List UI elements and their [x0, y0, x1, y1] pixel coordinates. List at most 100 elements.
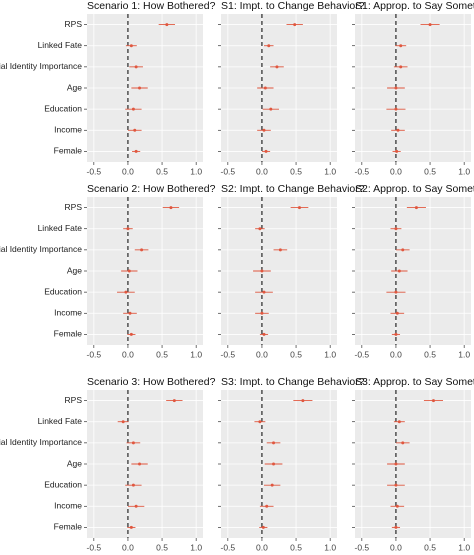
- x-tick-label: 1.0: [190, 166, 202, 176]
- point: [134, 65, 138, 69]
- point: [134, 149, 138, 153]
- category-label: Age: [67, 82, 82, 92]
- point: [301, 399, 305, 403]
- point: [394, 227, 398, 231]
- x-tick-label: 0.0: [256, 166, 268, 176]
- point: [414, 206, 418, 210]
- point: [131, 441, 135, 445]
- point: [394, 525, 398, 529]
- point: [124, 290, 128, 294]
- x-tick-label: -0.5: [354, 166, 369, 176]
- category-label: Age: [67, 265, 82, 275]
- point: [428, 23, 432, 27]
- category-label: RPS: [65, 395, 83, 405]
- point: [275, 65, 279, 69]
- point: [399, 65, 403, 69]
- category-label: Linked Fate: [38, 223, 83, 233]
- point: [269, 107, 273, 111]
- point: [396, 128, 400, 132]
- panel-title: Scenario 2: How Bothered?: [87, 183, 216, 195]
- point: [394, 462, 398, 466]
- panel-title: S1: Approp. to Say Something?: [355, 0, 474, 12]
- point: [128, 311, 132, 315]
- x-tick-label: -0.5: [86, 542, 101, 552]
- x-tick-label: 0.0: [390, 542, 402, 552]
- x-tick-label: -0.5: [220, 542, 235, 552]
- point: [126, 227, 130, 231]
- point: [394, 86, 398, 90]
- x-tick-label: 0.5: [156, 542, 168, 552]
- category-label: Racial Identity Importance: [0, 437, 82, 447]
- point: [395, 149, 399, 153]
- category-label: Female: [54, 329, 83, 339]
- x-tick-label: -0.5: [354, 542, 369, 552]
- point: [138, 462, 142, 466]
- category-label: Income: [54, 308, 82, 318]
- point: [258, 420, 262, 424]
- point: [265, 504, 269, 508]
- point: [267, 44, 271, 48]
- point: [278, 248, 282, 252]
- point: [397, 420, 401, 424]
- x-tick-label: 1.0: [324, 349, 336, 359]
- point: [260, 311, 264, 315]
- point: [138, 86, 142, 90]
- category-label: Female: [54, 522, 83, 532]
- panel-title: S3: Impt. to Change Behavior?: [221, 376, 365, 388]
- point: [131, 483, 135, 487]
- x-tick-label: -0.5: [86, 349, 101, 359]
- x-tick-label: -0.5: [354, 349, 369, 359]
- x-tick-label: 0.5: [424, 349, 436, 359]
- category-label: RPS: [65, 19, 83, 29]
- category-label: Education: [44, 479, 82, 489]
- x-tick-label: 0.0: [122, 166, 134, 176]
- point: [262, 128, 266, 132]
- x-tick-label: 0.5: [156, 166, 168, 176]
- category-label: RPS: [65, 202, 83, 212]
- point: [129, 332, 133, 336]
- panel-title: S3: Approp. to Say Something?: [355, 376, 474, 388]
- point: [140, 248, 144, 252]
- x-tick-label: 0.0: [390, 349, 402, 359]
- x-tick-label: 1.0: [458, 166, 470, 176]
- point: [394, 107, 398, 111]
- point: [272, 441, 276, 445]
- x-tick-label: 1.0: [458, 542, 470, 552]
- x-tick-label: 0.5: [156, 349, 168, 359]
- point: [264, 149, 268, 153]
- panel-title: S2: Impt. to Change Behavior?: [221, 183, 365, 195]
- point: [169, 206, 173, 210]
- x-tick-label: -0.5: [86, 166, 101, 176]
- x-tick-label: -0.5: [220, 166, 235, 176]
- point: [293, 23, 297, 27]
- x-tick-label: 1.0: [458, 349, 470, 359]
- category-label: Age: [67, 458, 82, 468]
- x-tick-label: 1.0: [190, 349, 202, 359]
- x-tick-label: 0.5: [290, 542, 302, 552]
- point: [261, 525, 265, 529]
- x-tick-label: 0.0: [122, 542, 134, 552]
- x-tick-label: 0.0: [256, 542, 268, 552]
- x-tick-label: 1.0: [324, 166, 336, 176]
- panel-title: S2: Approp. to Say Something?: [355, 183, 474, 195]
- point: [431, 399, 435, 403]
- x-tick-label: 0.5: [424, 542, 436, 552]
- point: [260, 269, 264, 273]
- category-label: Racial Identity Importance: [0, 61, 82, 71]
- category-label: Education: [44, 286, 82, 296]
- point: [399, 44, 403, 48]
- category-label: Linked Fate: [38, 416, 83, 426]
- x-tick-label: 0.0: [390, 166, 402, 176]
- point: [272, 462, 276, 466]
- x-tick-label: 0.0: [122, 349, 134, 359]
- panel-title: Scenario 1: How Bothered?: [87, 0, 216, 12]
- category-label: Income: [54, 125, 82, 135]
- category-label: Income: [54, 501, 82, 511]
- point: [262, 332, 266, 336]
- category-label: Racial Identity Importance: [0, 244, 82, 254]
- category-label: Linked Fate: [38, 40, 83, 50]
- point: [165, 23, 169, 27]
- panel-title: S1: Impt. to Change Behavior?: [221, 0, 365, 12]
- point: [258, 227, 262, 231]
